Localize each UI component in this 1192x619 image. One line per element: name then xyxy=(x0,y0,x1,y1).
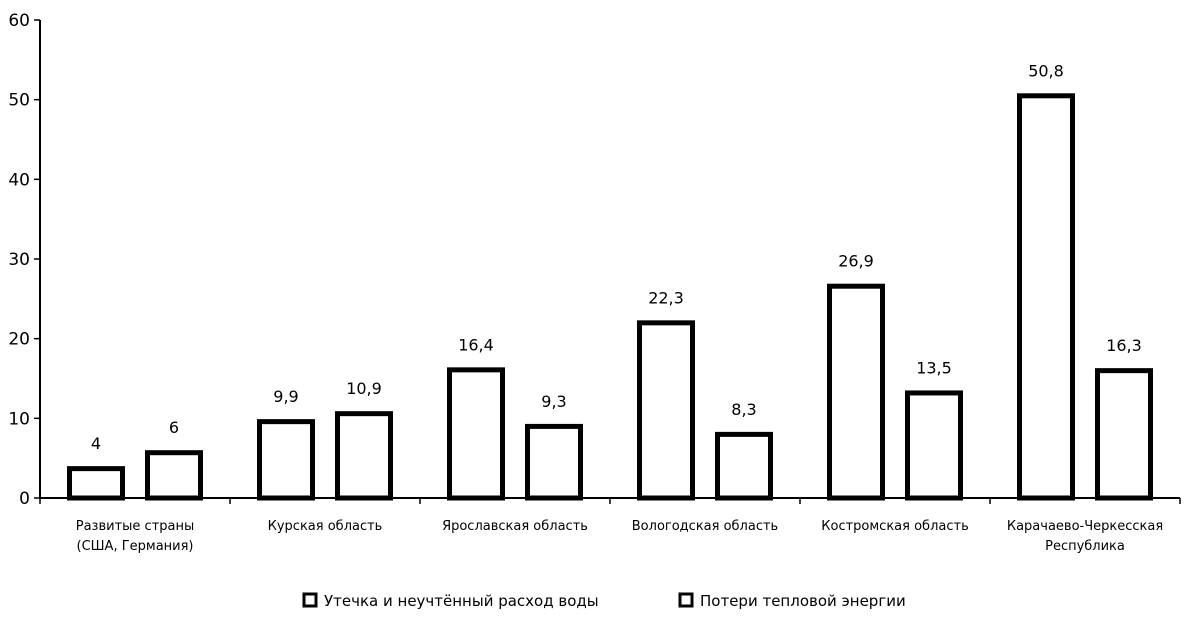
bar xyxy=(637,320,695,501)
category-label: Ярославская область xyxy=(442,519,588,534)
y-tick-label: 0 xyxy=(19,489,30,509)
bar xyxy=(715,431,773,501)
data-label: 8,3 xyxy=(731,400,756,419)
bar xyxy=(525,423,583,501)
bar xyxy=(1017,93,1075,501)
data-label: 50,8 xyxy=(1028,61,1064,80)
bar xyxy=(67,466,125,501)
data-label: 13,5 xyxy=(916,358,952,377)
category-label: Вологодская область xyxy=(632,519,778,534)
data-label: 4 xyxy=(91,434,101,453)
legend: Утечка и неучтённый расход воды Потери т… xyxy=(302,592,906,610)
y-tick-label: 60 xyxy=(8,11,30,31)
y-tick-label: 10 xyxy=(8,409,30,429)
bar xyxy=(447,367,505,501)
data-label: 16,4 xyxy=(458,335,494,354)
y-tick-label: 30 xyxy=(8,250,30,270)
bar xyxy=(827,283,885,501)
category-label: Курская область xyxy=(268,519,383,534)
data-label: 16,3 xyxy=(1106,336,1142,355)
category-label: Карачаево-Черкесская xyxy=(1007,519,1163,534)
bar xyxy=(145,450,203,501)
bar xyxy=(335,411,393,501)
data-label: 9,9 xyxy=(273,387,298,406)
bar xyxy=(1095,368,1153,501)
category-label: Республика xyxy=(1045,539,1125,554)
data-label: 10,9 xyxy=(346,379,382,398)
legend-swatch-heat xyxy=(678,592,694,608)
legend-swatch-water xyxy=(302,592,318,608)
data-label: 26,9 xyxy=(838,252,874,271)
legend-label-water: Утечка и неучтённый расход воды xyxy=(324,592,599,610)
y-tick-label: 20 xyxy=(8,330,30,350)
data-label: 9,3 xyxy=(541,392,566,411)
category-label: Костромская область xyxy=(821,519,968,534)
data-label: 6 xyxy=(169,418,179,437)
data-label: 22,3 xyxy=(648,288,684,307)
bar xyxy=(257,419,315,501)
y-tick-label: 40 xyxy=(8,170,30,190)
category-label: (США, Германия) xyxy=(77,539,194,554)
plot-area: 0 10 20 30 40 50 60 Развитые страны (США, Герман… xyxy=(8,11,1181,554)
category-label: Развитые страны xyxy=(76,519,195,534)
y-tick-label: 50 xyxy=(8,91,30,111)
bar xyxy=(905,390,963,501)
legend-label-heat: Потери тепловой энергии xyxy=(700,592,906,610)
